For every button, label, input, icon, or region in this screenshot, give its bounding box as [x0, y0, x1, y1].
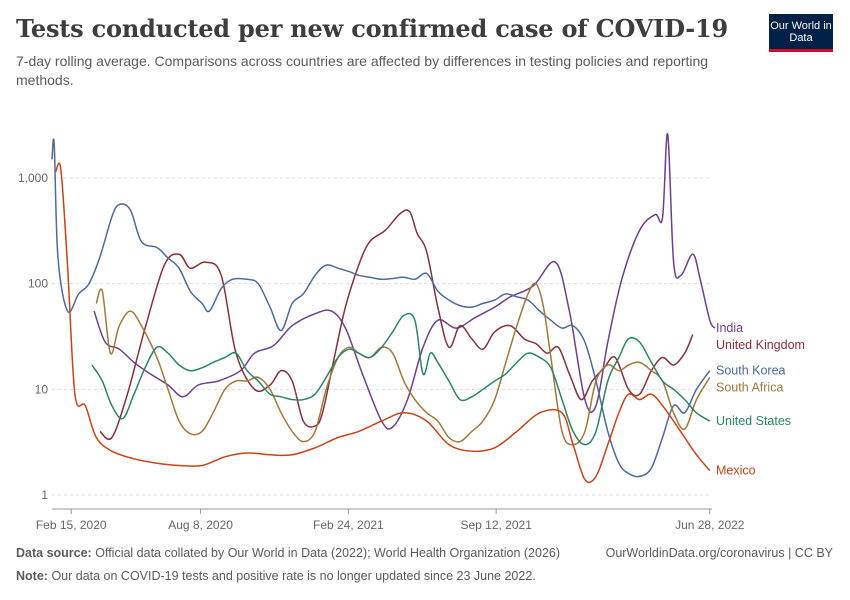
- y-tick-label: 1,000: [18, 171, 48, 185]
- data-source-text: Official data collated by Our World in D…: [95, 546, 561, 560]
- note-label: Note:: [16, 569, 48, 583]
- legend-label-south-africa: South Africa: [716, 381, 783, 395]
- series-line-united-states: [91, 312, 711, 446]
- note-text: Our data on COVID-19 tests and positive …: [51, 569, 536, 583]
- x-tick-label: Feb 15, 2020: [36, 518, 107, 532]
- chart-subtitle: 7-day rolling average. Comparisons acros…: [16, 53, 709, 88]
- x-tick-label: Aug 8, 2020: [168, 518, 233, 532]
- legend-label-south-korea: South Korea: [716, 364, 786, 378]
- y-tick-label: 1: [41, 488, 48, 502]
- series-line-india: [93, 133, 716, 430]
- x-tick-label: Sep 12, 2021: [460, 518, 532, 532]
- y-tick-label: 10: [35, 382, 49, 396]
- legend-label-united-states: United States: [716, 414, 791, 428]
- x-tick-label: Jun 28, 2022: [675, 518, 745, 532]
- legend-label-united-kingdom: United Kingdom: [716, 338, 805, 352]
- series-line-mexico: [54, 162, 711, 484]
- source-url-link[interactable]: OurWorldinData.org/coronavirus | CC BY: [605, 546, 833, 560]
- series-line-south-africa: [95, 282, 711, 446]
- owid-logo[interactable]: Our World in Data: [769, 14, 833, 52]
- data-source: Data source: Official data collated by O…: [16, 546, 560, 560]
- x-tick-label: Feb 24, 2021: [313, 518, 384, 532]
- chart-title: Tests conducted per new confirmed case o…: [16, 14, 729, 43]
- data-source-label: Data source:: [16, 546, 92, 560]
- y-tick-label: 100: [28, 277, 48, 291]
- chart-note: Note: Our data on COVID-19 tests and pos…: [16, 569, 536, 583]
- legend-label-india: India: [716, 321, 743, 335]
- legend-label-mexico: Mexico: [716, 464, 756, 478]
